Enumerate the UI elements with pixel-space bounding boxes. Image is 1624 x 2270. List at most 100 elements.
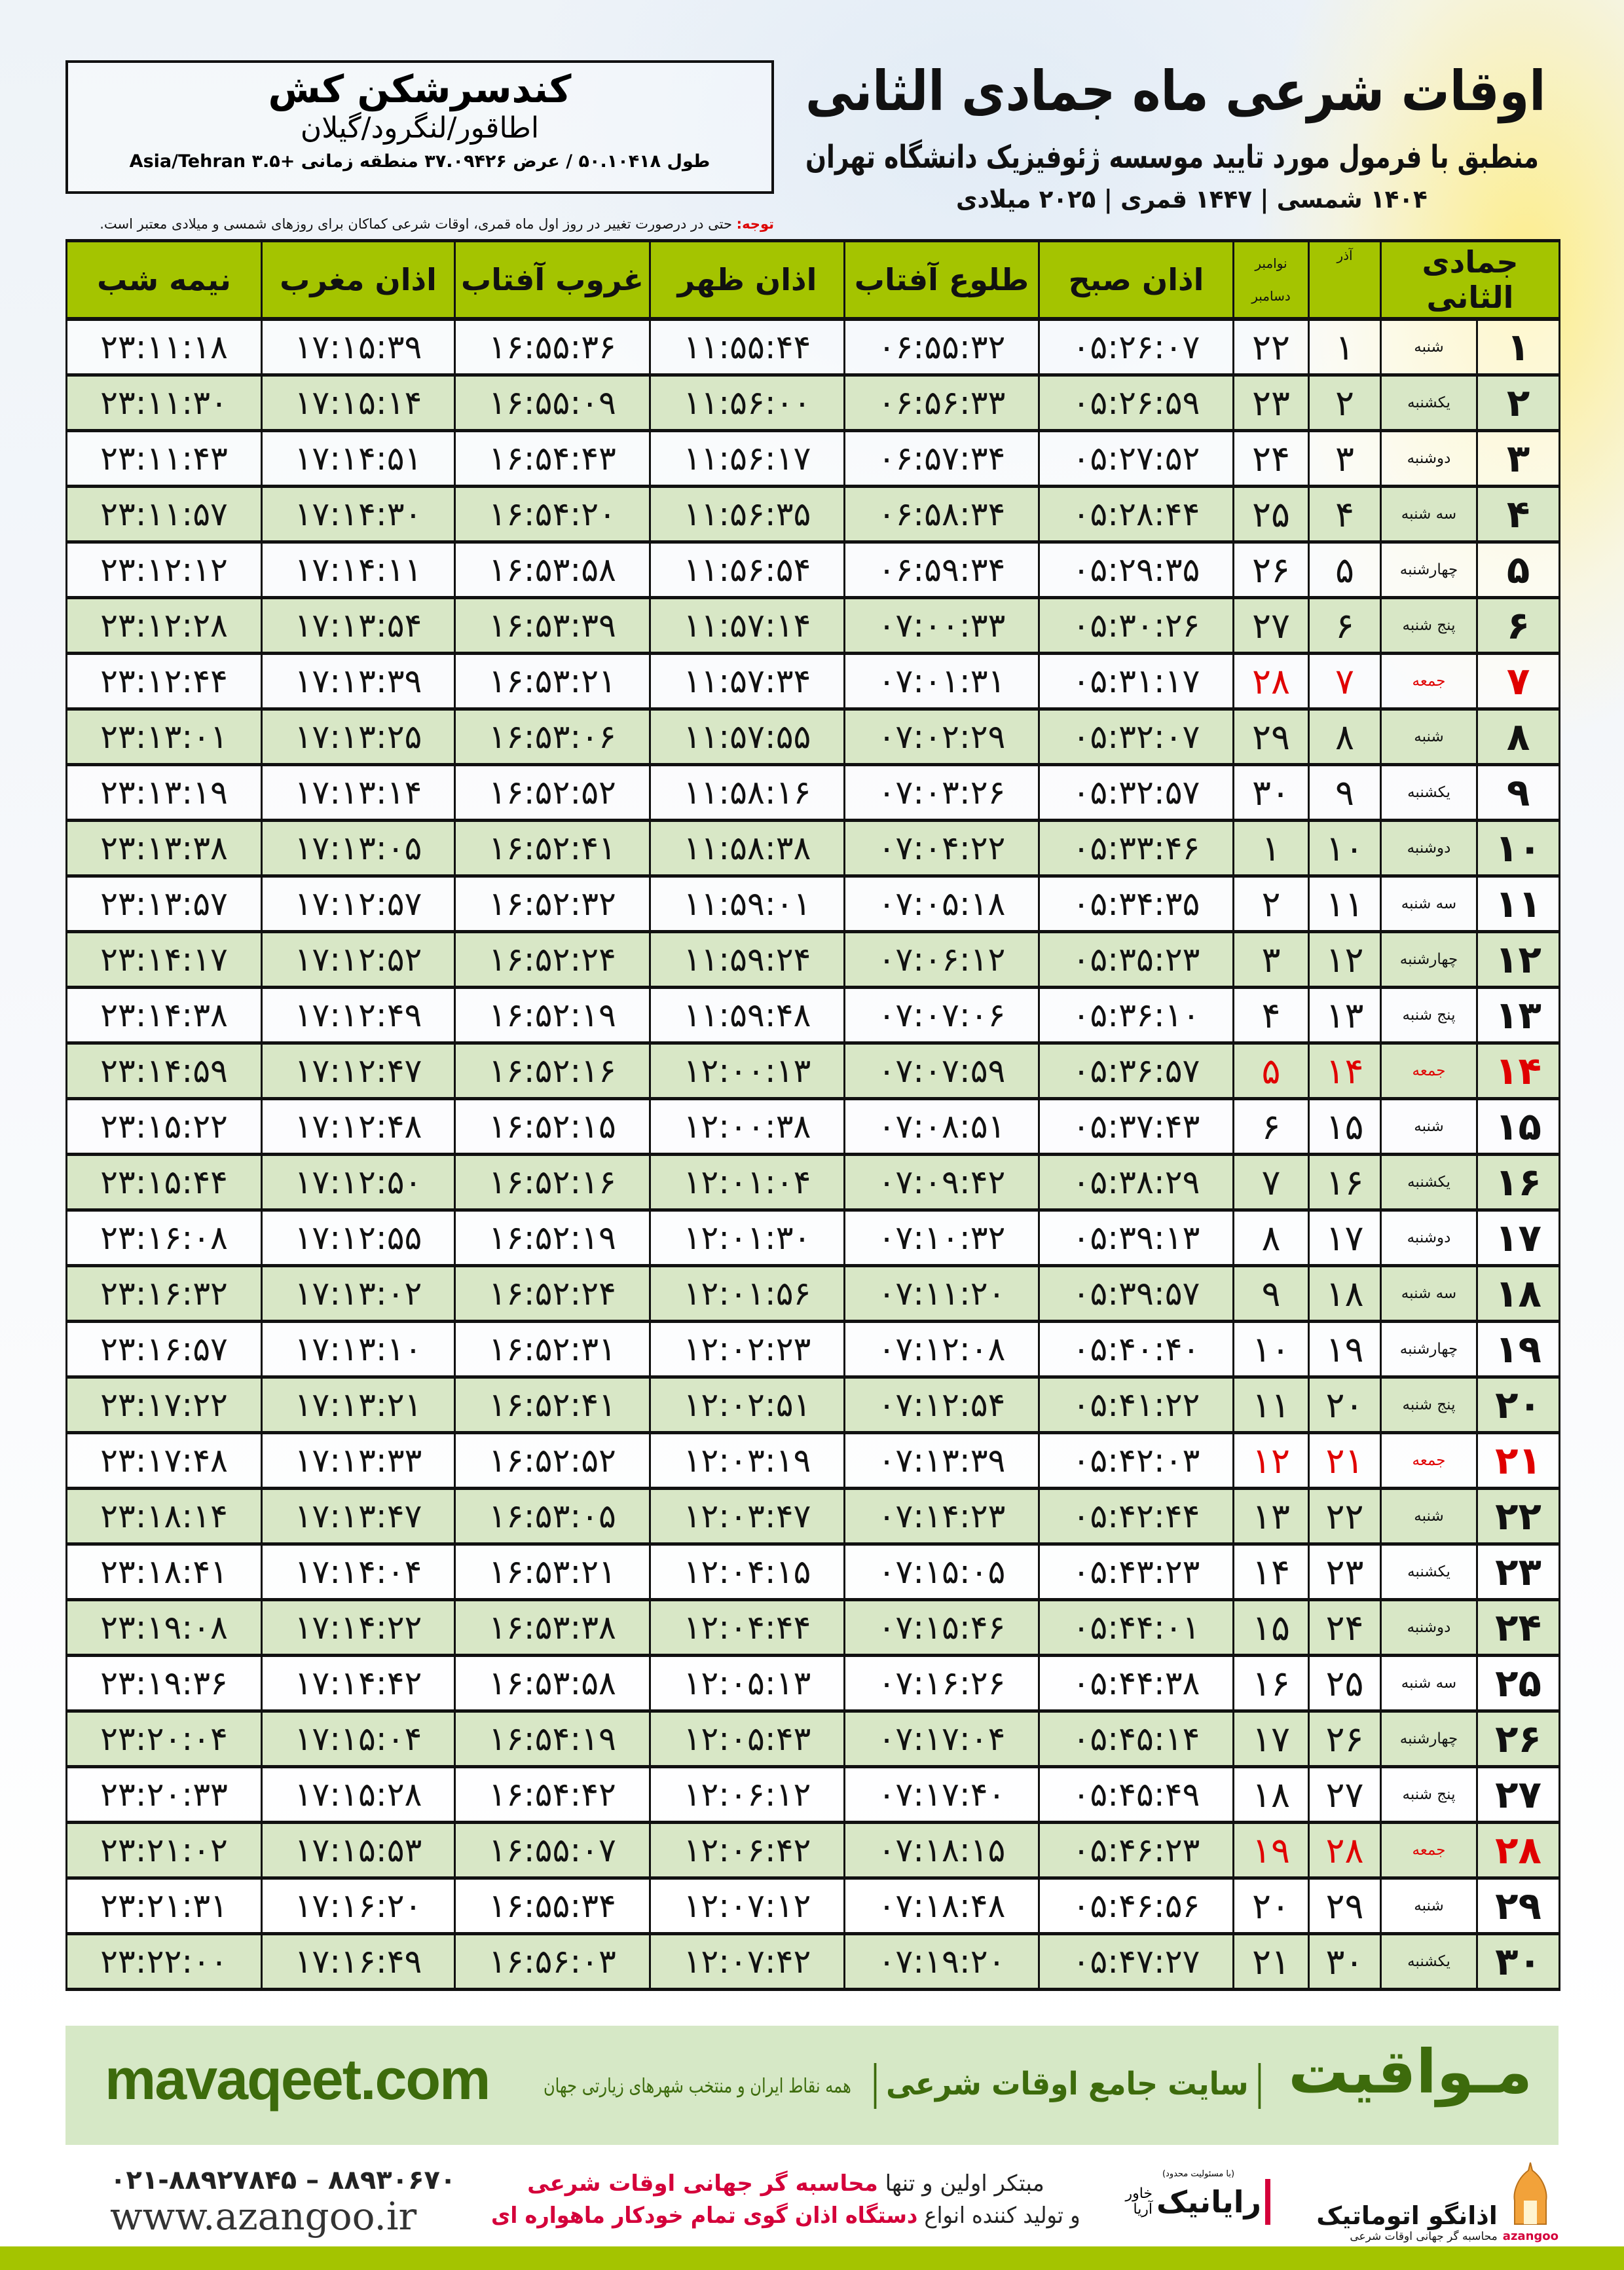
maghrib-time: ۱۷:۱۲:۵۷ <box>261 876 456 933</box>
day-number: ۲ <box>1476 375 1561 432</box>
midnight-time: ۲۳:۱۱:۱۸ <box>65 319 263 377</box>
gregorian-day: ۹ <box>1232 1265 1310 1323</box>
maghrib-time: ۱۷:۱۵:۵۳ <box>261 1822 456 1880</box>
gregorian-day: ۱۶ <box>1232 1655 1310 1713</box>
rayanik-name: رایانیک <box>1156 2184 1261 2220</box>
dhuhr-time: ۱۱:۵۶:۰۰ <box>649 375 845 432</box>
midnight-time: ۲۳:۱۴:۵۹ <box>65 1043 263 1100</box>
sunrise-time: ۰۷:۰۷:۰۶ <box>843 987 1040 1045</box>
maghrib-time: ۱۷:۱۵:۳۹ <box>261 319 456 377</box>
gregorian-day: ۷ <box>1232 1154 1310 1212</box>
midnight-time: ۲۳:۱۶:۰۸ <box>65 1210 263 1267</box>
day-number: ۲۸ <box>1476 1822 1561 1880</box>
fajr-time: ۰۵:۴۳:۲۳ <box>1038 1544 1234 1601</box>
header-nov: نوامبر <box>1255 255 1287 271</box>
weekday: شنبه <box>1379 1098 1479 1156</box>
mosque-dome-icon <box>1513 2162 1547 2225</box>
table-row: ۱۳ پنج شنبه ۱۳ ۴ ۰۵:۳۶:۱۰ ۰۷:۰۷:۰۶ ۱۱:۵۹:۴۸ ۱۶:… <box>65 987 1561 1045</box>
dhuhr-time: ۱۲:۰۱:۳۰ <box>649 1210 845 1267</box>
mavaqeet-url[interactable]: mavaqeet.com <box>105 2047 490 2112</box>
table-row: ۲۶ چهارشنبه ۲۶ ۱۷ ۰۵:۴۵:۱۴ ۰۷:۱۷:۰۴ ۱۲:۰۵:۴۳ ۱۶… <box>65 1711 1561 1768</box>
dhuhr-time: ۱۱:۵۶:۵۴ <box>649 542 845 599</box>
midnight-time: ۲۳:۲۱:۰۲ <box>65 1822 263 1880</box>
weekday: جمعه <box>1379 1822 1479 1880</box>
azar-day: ۲۵ <box>1308 1655 1382 1713</box>
dhuhr-time: ۱۲:۰۷:۴۲ <box>649 1933 845 1991</box>
weekday: شنبه <box>1379 1878 1479 1935</box>
day-number: ۱۵ <box>1476 1098 1561 1156</box>
dhuhr-time: ۱۱:۵۷:۵۵ <box>649 709 845 766</box>
midnight-time: ۲۳:۱۲:۲۸ <box>65 597 263 655</box>
sunrise-time: ۰۷:۱۲:۰۸ <box>843 1321 1040 1379</box>
promo-2b: دستگاه اذان گوی تمام خودکار ماهواره ای <box>491 2203 918 2229</box>
weekday: چهارشنبه <box>1379 1321 1479 1379</box>
azar-day: ۲ <box>1308 375 1382 432</box>
maghrib-time: ۱۷:۱۳:۲۵ <box>261 709 456 766</box>
dhuhr-time: ۱۱:۵۹:۲۴ <box>649 931 845 989</box>
fajr-time: ۰۵:۴۵:۴۹ <box>1038 1766 1234 1824</box>
midnight-time: ۲۳:۱۷:۲۲ <box>65 1377 263 1434</box>
fajr-time: ۰۵:۳۶:۵۷ <box>1038 1043 1234 1100</box>
note-label: توجه: <box>736 216 774 232</box>
weekday: شنبه <box>1379 1488 1479 1546</box>
fajr-time: ۰۵:۳۷:۴۳ <box>1038 1098 1234 1156</box>
gregorian-day: ۵ <box>1232 1043 1310 1100</box>
azar-day: ۸ <box>1308 709 1382 766</box>
day-number: ۱۱ <box>1476 876 1561 933</box>
azar-day: ۷ <box>1308 653 1382 711</box>
azangoo-website[interactable]: www.azangoo.ir <box>110 2194 417 2239</box>
page-subtitle: منطبق با فرمول مورد تایید موسسه ژئوفیزیک… <box>805 139 1539 176</box>
day-number: ۲۴ <box>1476 1599 1561 1657</box>
table-row: ۱۰ دوشنبه ۱۰ ۱ ۰۵:۳۳:۴۶ ۰۷:۰۴:۲۲ ۱۱:۵۸:۳۸ ۱۶:۵۲… <box>65 820 1561 878</box>
day-number: ۳۰ <box>1476 1933 1561 1991</box>
dhuhr-time: ۱۱:۵۷:۳۴ <box>649 653 845 711</box>
sunset-time: ۱۶:۵۲:۱۶ <box>454 1043 651 1100</box>
sunset-time: ۱۶:۵۵:۰۷ <box>454 1822 651 1880</box>
day-number: ۱۶ <box>1476 1154 1561 1212</box>
fajr-time: ۰۵:۴۶:۲۳ <box>1038 1822 1234 1880</box>
gregorian-day: ۳ <box>1232 931 1310 989</box>
divider <box>874 2063 877 2109</box>
weekday: جمعه <box>1379 1432 1479 1490</box>
sunrise-time: ۰۷:۱۷:۰۴ <box>843 1711 1040 1768</box>
dhuhr-time: ۱۲:۰۳:۱۹ <box>649 1432 845 1490</box>
header-fajr: اذان صبح <box>1038 239 1234 321</box>
day-number: ۲۹ <box>1476 1878 1561 1935</box>
weekday: سه شنبه <box>1379 1265 1479 1323</box>
weekday: چهارشنبه <box>1379 1711 1479 1768</box>
fajr-time: ۰۵:۳۱:۱۷ <box>1038 653 1234 711</box>
maghrib-time: ۱۷:۱۶:۲۰ <box>261 1878 456 1935</box>
table-row: ۴ سه شنبه ۴ ۲۵ ۰۵:۲۸:۴۴ ۰۶:۵۸:۳۴ ۱۱:۵۶:۳۵ ۱۶:۵۴… <box>65 486 1561 544</box>
gregorian-day: ۱۹ <box>1232 1822 1310 1880</box>
gregorian-day: ۴ <box>1232 987 1310 1045</box>
sunrise-time: ۰۷:۰۷:۵۹ <box>843 1043 1040 1100</box>
midnight-time: ۲۳:۱۸:۱۴ <box>65 1488 263 1546</box>
table-row: ۲۳ یکشنبه ۲۳ ۱۴ ۰۵:۴۳:۲۳ ۰۷:۱۵:۰۵ ۱۲:۰۴:۱۵ ۱۶:۵… <box>65 1544 1561 1601</box>
red-bar-icon <box>1265 2179 1270 2225</box>
table-row: ۲۹ شنبه ۲۹ ۲۰ ۰۵:۴۶:۵۶ ۰۷:۱۸:۴۸ ۱۲:۰۷:۱۲ ۱۶:۵۵:… <box>65 1878 1561 1935</box>
midnight-time: ۲۳:۱۷:۴۸ <box>65 1432 263 1490</box>
sunset-time: ۱۶:۵۳:۳۹ <box>454 597 651 655</box>
mavaqeet-tagline: سایت جامع اوقات شرعی <box>864 2063 1270 2109</box>
weekday: یکشنبه <box>1379 375 1479 432</box>
azar-day: ۱۵ <box>1308 1098 1382 1156</box>
weekday: شنبه <box>1379 709 1479 766</box>
maghrib-time: ۱۷:۱۴:۵۱ <box>261 430 456 488</box>
sunset-time: ۱۶:۵۵:۳۶ <box>454 319 651 377</box>
day-number: ۱۹ <box>1476 1321 1561 1379</box>
rayanik-logo: (با مسئولیت محدود) رایانیک خاور آریا <box>1125 2169 1270 2241</box>
azar-day: ۱۹ <box>1308 1321 1382 1379</box>
dhuhr-time: ۱۱:۵۸:۱۶ <box>649 764 845 822</box>
location-box: کندسرشکن کش اطاقور/لنگرود/گیلان طول ۵۰.۱… <box>65 60 774 194</box>
day-number: ۹ <box>1476 764 1561 822</box>
weekday: پنج شنبه <box>1379 987 1479 1045</box>
dhuhr-time: ۱۲:۰۱:۰۴ <box>649 1154 845 1212</box>
azar-day: ۲۲ <box>1308 1488 1382 1546</box>
maghrib-time: ۱۷:۱۳:۴۷ <box>261 1488 456 1546</box>
table-row: ۳۰ یکشنبه ۳۰ ۲۱ ۰۵:۴۷:۲۷ ۰۷:۱۹:۲۰ ۱۲:۰۷:۴۲ ۱۶:۵… <box>65 1933 1561 1991</box>
header-sunset: غروب آفتاب <box>454 239 651 321</box>
table-row: ۹ یکشنبه ۹ ۳۰ ۰۵:۳۲:۵۷ ۰۷:۰۳:۲۶ ۱۱:۵۸:۱۶ ۱۶:۵۲:… <box>65 764 1561 822</box>
sunrise-time: ۰۷:۰۴:۲۲ <box>843 820 1040 878</box>
maghrib-time: ۱۷:۱۳:۰۵ <box>261 820 456 878</box>
sunrise-time: ۰۷:۱۲:۵۴ <box>843 1377 1040 1434</box>
